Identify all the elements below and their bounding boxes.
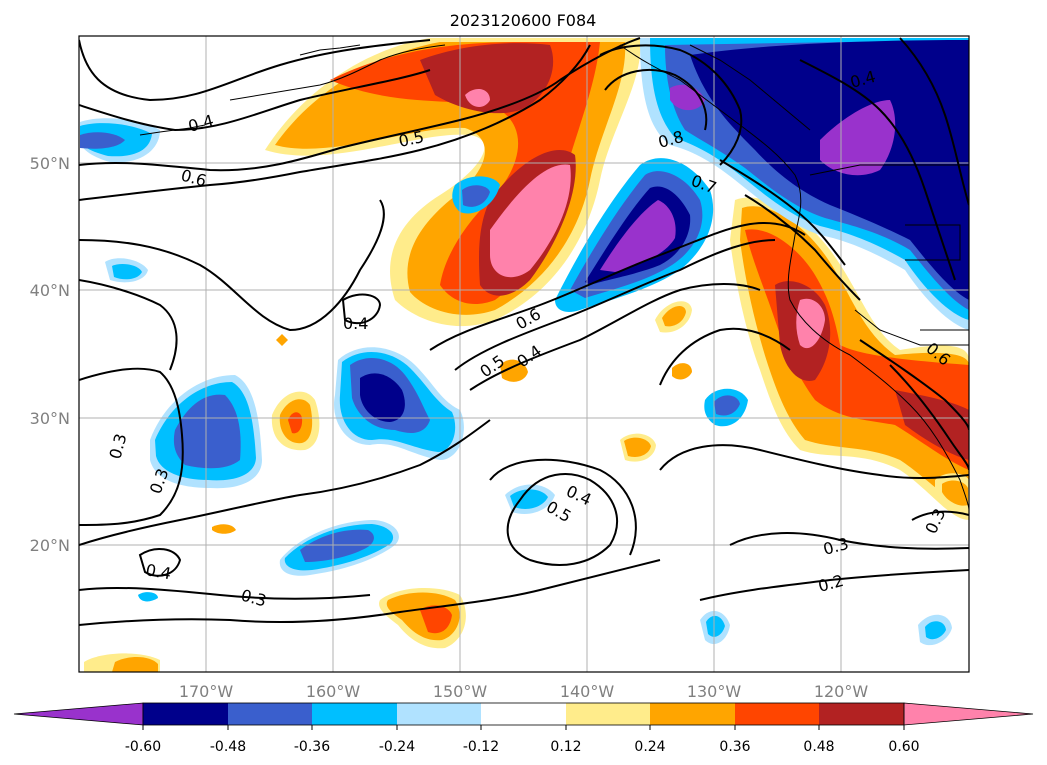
colorbar-label: 0.12 xyxy=(550,739,581,755)
lat-tick-label: 20°N xyxy=(30,536,70,555)
colorbar-segment xyxy=(650,703,735,725)
colorbar-segment xyxy=(735,703,819,725)
colorbar-label: -0.60 xyxy=(125,739,161,755)
positive-patch-h-orange xyxy=(942,480,968,506)
lon-tick-label: 130°W xyxy=(687,682,742,701)
negative-anomaly-midpacific-navy xyxy=(360,373,405,422)
colorbar-label: -0.24 xyxy=(379,739,415,755)
positive-patch-c-orange xyxy=(624,437,651,457)
lon-tick-label: 120°W xyxy=(814,682,869,701)
contour-label: 0.4 xyxy=(343,314,368,333)
lon-tick-label: 150°W xyxy=(433,682,488,701)
contour-label: 0.4 xyxy=(144,560,172,583)
longitude-labels: 170°W 160°W 150°W 140°W 130°W 120°W xyxy=(179,682,869,701)
positive-patch-j xyxy=(276,334,288,346)
negative-anomaly-northeast-navy xyxy=(690,40,969,300)
lon-tick-label: 140°W xyxy=(560,682,615,701)
latitude-labels: 50°N 40°N 30°N 20°N xyxy=(30,154,70,555)
negative-anomaly-northeast-purple xyxy=(670,84,896,176)
positive-anomaly-westcoast-pink xyxy=(796,298,825,349)
negative-patch-c-sky xyxy=(112,264,142,280)
colorbar-segment xyxy=(143,703,228,725)
anomaly-fills xyxy=(80,38,969,672)
map-title: 2023120600 F084 xyxy=(450,11,597,30)
colorbar-label: 0.60 xyxy=(888,739,919,755)
map-border xyxy=(78,35,970,673)
positive-patch-b-red xyxy=(420,605,452,634)
negative-patch-e-sky xyxy=(510,489,548,509)
colorbar-label: -0.48 xyxy=(210,739,246,755)
colorbar-extend-high xyxy=(903,702,1034,726)
colorbar-segment xyxy=(397,703,481,725)
negative-anomaly-south-royal xyxy=(300,529,374,562)
negative-anomaly-westpacific-royal xyxy=(173,394,241,469)
negative-patch-g-sky xyxy=(925,621,946,640)
negative-patch-f-sky xyxy=(706,615,725,637)
colorbar-segment xyxy=(228,703,312,725)
positive-patch-e xyxy=(500,359,528,382)
lon-tick-label: 170°W xyxy=(179,682,234,701)
lon-tick-label: 160°W xyxy=(306,682,361,701)
colorbar-segment xyxy=(819,703,904,725)
negative-patch-h xyxy=(138,592,158,602)
colorbar-label: 0.48 xyxy=(803,739,834,755)
contour-label: 0.5 xyxy=(397,127,426,151)
colorbar-label: -0.12 xyxy=(463,739,499,755)
negative-patch-d-core xyxy=(714,395,740,416)
colorbar-extend-low xyxy=(13,702,144,726)
map-area: 0.4 0.5 0.6 0.4 0.5 0.4 0.3 0.3 0.4 0.3 … xyxy=(79,36,969,672)
positive-patch-g-orange xyxy=(112,656,158,672)
colorbar-segment xyxy=(566,703,650,725)
lat-tick-label: 30°N xyxy=(30,409,70,428)
colorbar-label: 0.36 xyxy=(719,739,750,755)
colorbar-label: -0.36 xyxy=(294,739,330,755)
colorbar-label: 0.24 xyxy=(634,739,665,755)
positive-anomaly-alaska-pink xyxy=(465,88,571,278)
colorbar-segment xyxy=(481,703,566,725)
positive-patch-f xyxy=(672,363,692,380)
gridlines xyxy=(79,36,969,672)
positive-patch-d-orange xyxy=(662,306,686,327)
negative-anomaly-central-purple xyxy=(600,200,676,272)
contour-lines xyxy=(79,37,969,626)
colorbar: -0.60 -0.48 -0.36 -0.24 -0.12 0.12 0.24 … xyxy=(13,702,1034,755)
lat-tick-label: 50°N xyxy=(30,154,70,173)
negative-patch-b-royal xyxy=(80,132,125,149)
lat-tick-label: 40°N xyxy=(30,281,70,300)
colorbar-segment xyxy=(312,703,397,725)
positive-patch-i xyxy=(212,524,236,534)
negative-patch-a-core xyxy=(462,185,490,207)
